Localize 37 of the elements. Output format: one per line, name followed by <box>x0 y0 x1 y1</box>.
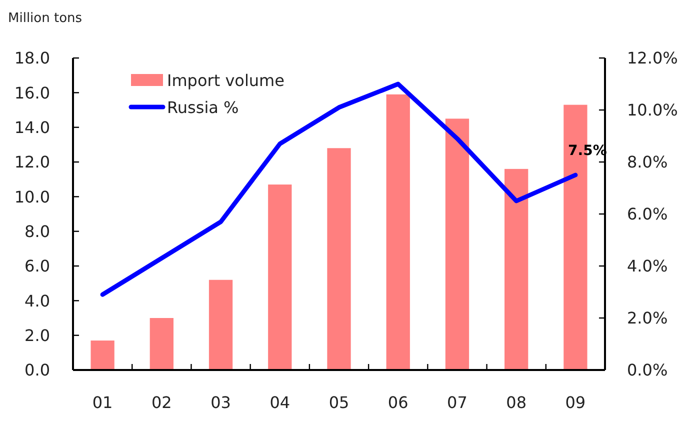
y-tick-label: 0.0 <box>24 360 50 380</box>
y2-tick-label: 8.0% <box>627 152 668 172</box>
y2-tick-label: 6.0% <box>627 204 668 224</box>
bar <box>327 148 351 370</box>
x-tick-label: 04 <box>270 393 290 412</box>
y-tick-label: 14.0 <box>14 118 50 137</box>
bar <box>150 318 174 370</box>
bar <box>504 168 528 370</box>
y-tick-label: 6.0 <box>24 256 50 276</box>
x-tick-label: 08 <box>506 393 527 412</box>
legend-label: Russia % <box>167 98 239 117</box>
x-tick-label: 07 <box>447 393 468 412</box>
bar <box>208 280 233 370</box>
y-axis-title: Million tons <box>8 11 82 26</box>
y-tick-label: 4.0 <box>24 291 50 310</box>
y-tick-label: 16.0 <box>14 83 50 102</box>
y-tick-label: 2.0 <box>24 326 50 345</box>
x-tick-label: 01 <box>92 393 113 412</box>
legend-label: Import volume <box>167 71 284 90</box>
y-tick-label: 8.0 <box>24 222 50 241</box>
bar <box>90 340 114 370</box>
x-tick-label: 05 <box>328 393 350 412</box>
y2-tick-label: 10.0% <box>627 100 678 120</box>
x-tick-label: 03 <box>210 393 231 412</box>
bar <box>445 118 470 370</box>
y2-tick-label: 2.0% <box>627 308 668 328</box>
x-tick-label: 06 <box>388 393 408 412</box>
y2-tick-label: 4.0% <box>627 256 668 276</box>
x-tick-label: 02 <box>151 393 172 412</box>
y-tick-label: 12.0 <box>14 152 50 172</box>
bar <box>268 184 292 370</box>
y2-tick-label: 0.0% <box>627 360 668 380</box>
y-tick-label: 18.0 <box>14 48 50 68</box>
x-tick-label: 09 <box>565 393 586 412</box>
y2-tick-label: 12.0% <box>627 48 678 68</box>
bar <box>386 94 410 370</box>
y-tick-label: 10.0 <box>14 187 50 206</box>
